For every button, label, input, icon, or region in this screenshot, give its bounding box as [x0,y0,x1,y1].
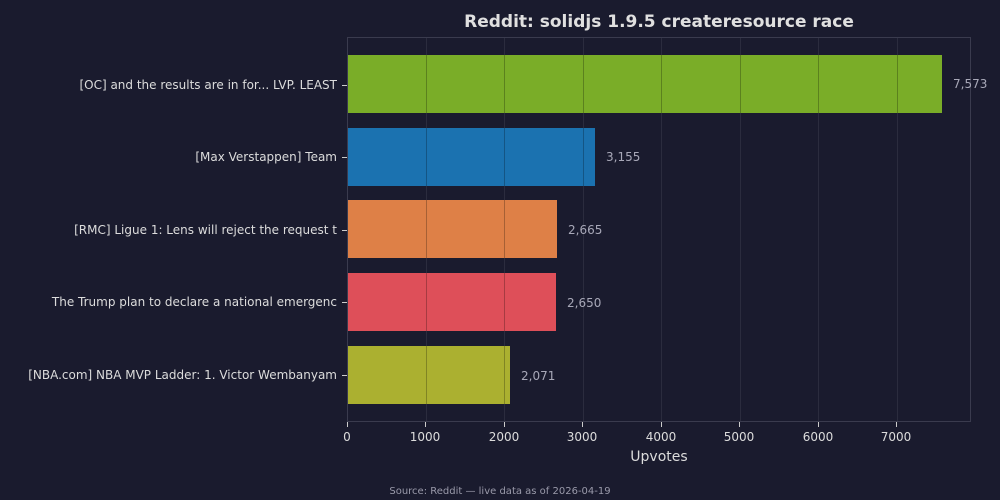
x-tick-label: 5000 [723,430,755,444]
x-tick [582,422,583,427]
y-tick [342,302,347,303]
x-tick [347,422,348,427]
x-axis-label: Upvotes [630,449,688,465]
gridline [818,38,819,421]
x-tick [739,422,740,427]
source-note: Source: Reddit — live data as of 2026-04… [389,486,611,497]
y-tick-label: [NBA.com] NBA MVP Ladder: 1. Victor Wemb… [28,368,337,382]
y-tick [342,230,347,231]
x-tick-label: 4000 [645,430,677,444]
y-tick-label: The Trump plan to declare a national eme… [51,295,337,309]
gridline [740,38,741,421]
value-label: 2,071 [521,369,556,383]
x-tick [896,422,897,427]
gridline [661,38,662,421]
chart-title: Reddit: solidjs 1.9.5 createresource rac… [464,12,854,32]
x-tick-label: 0 [343,430,351,444]
y-tick-label: [Max Verstappen] Team [195,150,337,164]
value-label: 7,573 [953,77,988,91]
bar-2 [348,200,557,258]
x-tick [425,422,426,427]
y-tick-label: [OC] and the results are in for... LVP. … [79,78,337,92]
x-tick-label: 2000 [488,430,520,444]
x-tick [818,422,819,427]
bar-4 [348,346,510,404]
x-tick-label: 3000 [566,430,598,444]
x-tick [504,422,505,427]
x-tick-label: 1000 [409,430,441,444]
gridline [583,38,584,421]
x-tick-label: 6000 [802,430,834,444]
bar-3 [348,273,556,331]
y-tick [342,85,347,86]
bar-0 [348,55,942,113]
value-label: 2,665 [568,223,603,237]
bar-1 [348,128,595,186]
y-tick [342,375,347,376]
x-tick-label: 7000 [880,430,912,444]
plot-area: 7,573 3,155 2,665 2,650 2,071 [347,37,987,422]
y-tick-label: [RMC] Ligue 1: Lens will reject the requ… [74,223,337,237]
value-label: 3,155 [606,150,641,164]
y-tick [342,157,347,158]
value-label: 2,650 [567,296,602,310]
gridline [897,38,898,421]
x-tick [661,422,662,427]
